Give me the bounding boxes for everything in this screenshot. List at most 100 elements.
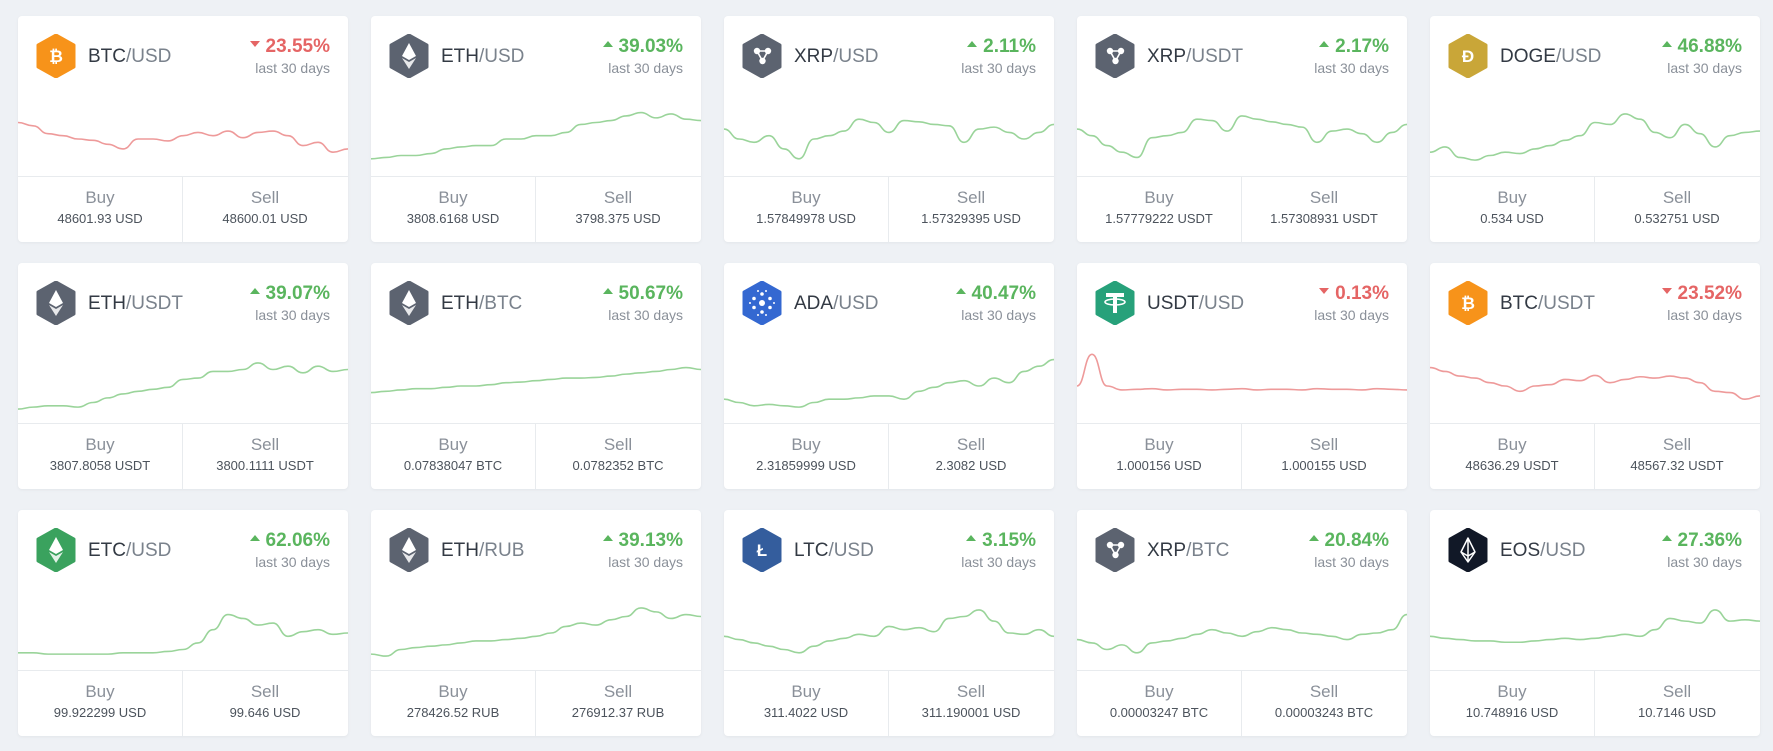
sell-label: Sell [956,188,986,207]
buy-price-block[interactable]: Buy 278426.52 RUB [371,671,536,736]
sparkline-series [724,118,1054,160]
pair-name: ETH/BTC [441,293,522,315]
arrow-up-icon [1308,534,1319,541]
sell-price-block[interactable]: Sell 0.532751 USD [1595,177,1759,242]
sell-price-block[interactable]: Sell 3798.375 USD [536,177,700,242]
pair-quote: /USDT [1186,46,1244,67]
market-card-btc-usd[interactable]: ₿ BTC/USD 23.55% last 30 days Buy 48601.93 US… [18,16,348,242]
buy-price-block[interactable]: Buy 99.922299 USD [18,671,183,736]
market-card-xrp-usdt[interactable]: XRP/USDT 2.17% last 30 days Buy 1.57779222 U… [1077,16,1407,242]
buy-price-block[interactable]: Buy 2.31859999 USD [724,424,889,489]
buy-price: 3807.8058 USDT [49,458,151,473]
svg-text:Ł: Ł [757,541,767,560]
sparkline-chart [1077,613,1407,654]
sparkline-chart [1430,609,1760,644]
sell-label: Sell [250,188,280,207]
price-change: 46.88% [1661,36,1742,58]
buy-price-block[interactable]: Buy 311.4022 USD [724,671,889,736]
pair-base: XRP [794,46,834,67]
buy-price-block[interactable]: Buy 1.57779222 USDT [1077,177,1242,242]
change-value: 23.52% [1677,283,1742,304]
buy-price: 10.748916 USD [1465,705,1559,720]
svg-text:₿: ₿ [49,47,63,66]
sell-price-block[interactable]: Sell 1.000155 USD [1242,424,1406,489]
change-value: 40.47% [971,283,1036,304]
sell-label: Sell [250,682,280,701]
sell-price-block[interactable]: Sell 1.57308931 USDT [1242,177,1406,242]
price-change: 40.47% [955,283,1036,305]
arrow-up-icon [249,534,260,541]
arrow-up-icon [955,287,966,294]
sell-price: 3798.375 USD [575,211,661,226]
change-period: last 30 days [255,307,330,323]
sell-price-block[interactable]: Sell 311.190001 USD [889,671,1053,736]
arrow-up-icon [966,534,977,541]
buy-label: Buy [85,682,115,701]
change-value: 39.13% [618,530,683,551]
buy-price-block[interactable]: Buy 3807.8058 USDT [18,424,183,489]
sell-price-block[interactable]: Sell 0.00003243 BTC [1242,671,1406,736]
market-card-ada-usd[interactable]: ADA/USD 40.47% last 30 days Buy 2.31859999 U… [724,263,1054,489]
buy-price: 2.31859999 USD [756,458,856,473]
market-card-usdt-usd[interactable]: USDT/USD 0.13% last 30 days Buy 1.000156 USD… [1077,263,1407,489]
sell-price: 1.000155 USD [1281,458,1367,473]
change-value: 3.15% [982,530,1036,551]
market-card-eth-btc[interactable]: ETH/BTC 50.67% last 30 days Buy 0.07838047 B… [371,263,701,489]
market-card-doge-usd[interactable]: Đ DOGE/USD 46.88% last 30 days Buy 0.534 USD S… [1430,16,1760,242]
market-card-eos-usd[interactable]: EOS/USD 27.36% last 30 days Buy 10.748916 US… [1430,510,1760,736]
sell-price-block[interactable]: Sell 48600.01 USD [183,177,347,242]
buy-label: Buy [438,188,468,207]
pair-quote: /USD [833,46,879,67]
sell-price-block[interactable]: Sell 3800.1111 USDT [183,424,347,489]
dogecoin-icon: Đ [1448,34,1488,78]
market-card-ltc-usd[interactable]: Ł LTC/USD 3.15% last 30 days Buy 311.4022 USD… [724,510,1054,736]
buy-price: 311.4022 USD [763,705,849,720]
price-footer: Buy 1.000156 USD Sell 1.000155 USD [1077,423,1407,489]
market-card-etc-usd[interactable]: ETC/USD 62.06% last 30 days Buy 99.922299 US… [18,510,348,736]
market-card-xrp-btc[interactable]: XRP/BTC 20.84% last 30 days Buy 0.00003247 B… [1077,510,1407,736]
pair-quote: /RUB [479,540,525,561]
buy-price-block[interactable]: Buy 10.748916 USD [1430,671,1595,736]
change-value: 39.07% [265,283,330,304]
sell-price-block[interactable]: Sell 99.646 USD [183,671,347,736]
market-card-xrp-usd[interactable]: XRP/USD 2.11% last 30 days Buy 1.57849978 US… [724,16,1054,242]
market-card-eth-usdt[interactable]: ETH/USDT 39.07% last 30 days Buy 3807.8058 U… [18,263,348,489]
sell-price-block[interactable]: Sell 48567.32 USDT [1595,424,1759,489]
sell-price-block[interactable]: Sell 10.7146 USD [1595,671,1759,736]
sell-price-block[interactable]: Sell 276912.37 RUB [536,671,700,736]
sparkline-chart [1077,115,1407,159]
buy-price-block[interactable]: Buy 48601.93 USD [18,177,183,242]
buy-price-block[interactable]: Buy 1.000156 USD [1077,424,1242,489]
buy-price: 48601.93 USD [57,211,143,226]
pair-base: DOGE [1500,46,1556,67]
buy-label: Buy [1144,188,1174,207]
market-card-btc-usdt[interactable]: ₿ BTC/USDT 23.52% last 30 days Buy 48636.29 U… [1430,263,1760,489]
buy-price-block[interactable]: Buy 0.534 USD [1430,177,1595,242]
buy-price-block[interactable]: Buy 0.07838047 BTC [371,424,536,489]
price-footer: Buy 0.534 USD Sell 0.532751 USD [1430,176,1760,242]
buy-price-block[interactable]: Buy 48636.29 USDT [1430,424,1595,489]
buy-price-block[interactable]: Buy 1.57849978 USD [724,177,889,242]
market-card-eth-usd[interactable]: ETH/USD 39.03% last 30 days Buy 3808.6168 US… [371,16,701,242]
pair-quote: /USD [126,540,172,561]
market-card-eth-rub[interactable]: ETH/RUB 39.13% last 30 days Buy 278426.52 RU… [371,510,701,736]
buy-price: 99.922299 USD [53,705,147,720]
price-change: 39.07% [249,283,330,305]
pair-name: XRP/USDT [1147,46,1243,68]
buy-label: Buy [438,435,468,454]
sell-price-block[interactable]: Sell 1.57329395 USD [889,177,1053,242]
buy-price-block[interactable]: Buy 0.00003247 BTC [1077,671,1242,736]
pair-quote: /BTC [479,293,523,314]
sparkline-series [18,121,348,154]
sparkline-chart [18,362,348,410]
buy-price-block[interactable]: Buy 3808.6168 USD [371,177,536,242]
sparkline-series [1430,366,1760,401]
sell-price-block[interactable]: Sell 2.3082 USD [889,424,1053,489]
sell-price-block[interactable]: Sell 0.0782352 BTC [536,424,700,489]
sell-price: 0.532751 USD [1634,211,1720,226]
change-value: 20.84% [1324,530,1389,551]
pair-quote: /USD [1540,540,1586,561]
buy-label: Buy [438,682,468,701]
change-period: last 30 days [608,307,683,323]
price-footer: Buy 311.4022 USD Sell 311.190001 USD [724,670,1054,736]
